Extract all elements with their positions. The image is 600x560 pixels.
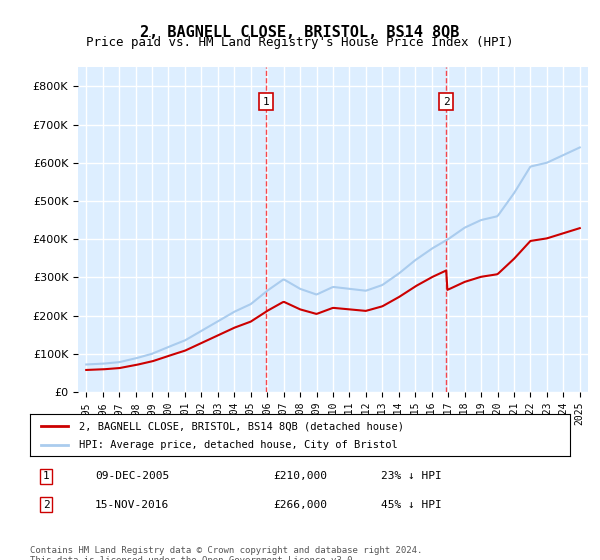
Text: Price paid vs. HM Land Registry's House Price Index (HPI): Price paid vs. HM Land Registry's House … <box>86 36 514 49</box>
Text: 2: 2 <box>443 96 449 106</box>
Text: 1: 1 <box>43 472 50 482</box>
Text: 2, BAGNELL CLOSE, BRISTOL, BS14 8QB: 2, BAGNELL CLOSE, BRISTOL, BS14 8QB <box>140 25 460 40</box>
Text: HPI: Average price, detached house, City of Bristol: HPI: Average price, detached house, City… <box>79 440 397 450</box>
Text: £210,000: £210,000 <box>273 472 327 482</box>
Text: 2: 2 <box>43 500 50 510</box>
Text: £266,000: £266,000 <box>273 500 327 510</box>
Text: 23% ↓ HPI: 23% ↓ HPI <box>381 472 442 482</box>
Text: 15-NOV-2016: 15-NOV-2016 <box>95 500 169 510</box>
Text: 09-DEC-2005: 09-DEC-2005 <box>95 472 169 482</box>
Text: 45% ↓ HPI: 45% ↓ HPI <box>381 500 442 510</box>
Text: Contains HM Land Registry data © Crown copyright and database right 2024.
This d: Contains HM Land Registry data © Crown c… <box>30 546 422 560</box>
Text: 1: 1 <box>263 96 269 106</box>
Text: 2, BAGNELL CLOSE, BRISTOL, BS14 8QB (detached house): 2, BAGNELL CLOSE, BRISTOL, BS14 8QB (det… <box>79 421 404 431</box>
